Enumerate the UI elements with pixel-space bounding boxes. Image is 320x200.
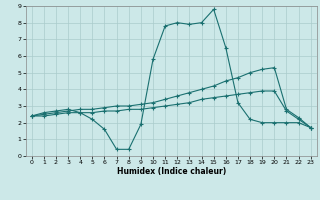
X-axis label: Humidex (Indice chaleur): Humidex (Indice chaleur) [116,167,226,176]
